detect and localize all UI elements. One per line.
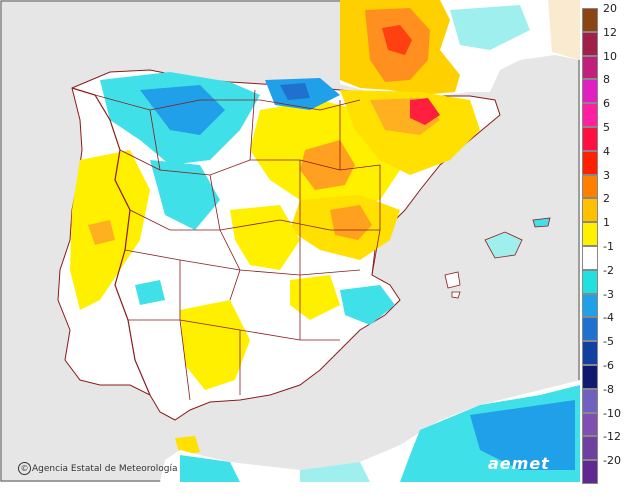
legend-label: 1 xyxy=(603,216,610,230)
legend-label: 5 xyxy=(603,121,610,134)
legend-swatch xyxy=(582,317,598,342)
legend-label: 20 xyxy=(603,2,617,15)
legend-swatch xyxy=(582,198,598,223)
warm-area-south-center xyxy=(290,275,340,320)
copyright-icon: © xyxy=(18,462,31,475)
formentera-island xyxy=(451,291,461,299)
legend-label: -4 xyxy=(603,311,614,325)
legend-label: 10 xyxy=(603,49,617,63)
red-spot-pyrenees xyxy=(410,98,440,125)
legend-label: 3 xyxy=(603,168,610,182)
legend-label: 8 xyxy=(603,73,610,87)
legend-label: -20 xyxy=(603,454,621,468)
cool-area-basque-dark xyxy=(280,83,310,100)
legend-swatch xyxy=(582,8,598,32)
mallorca-island xyxy=(484,231,523,259)
france-red-spot xyxy=(382,25,412,55)
africa-cool-area-central xyxy=(300,462,370,482)
legend-swatch xyxy=(582,460,598,484)
legend-label: -6 xyxy=(603,359,614,372)
legend: 20 12 10 8 6 5 4 3 2 1 -1 -2 -3 -4 -5 -6 -8 -10 -12 -20 xyxy=(582,3,630,486)
legend-label: -2 xyxy=(603,263,614,277)
orange-area-ebro xyxy=(300,140,355,190)
legend-swatch xyxy=(582,341,598,365)
africa-cool-area-west xyxy=(180,455,240,482)
legend-label: -10 xyxy=(603,406,621,420)
legend-label: -12 xyxy=(603,430,621,444)
africa-cool-area-dark xyxy=(470,400,575,470)
legend-label: -5 xyxy=(603,335,614,349)
warm-area-southwest xyxy=(180,300,250,390)
legend-swatch xyxy=(582,31,598,56)
legend-label: 2 xyxy=(603,192,610,206)
legend-swatch xyxy=(582,293,598,318)
cool-area-south xyxy=(340,285,395,325)
legend-swatch xyxy=(582,79,598,104)
warm-area-center xyxy=(230,205,300,270)
legend-swatch xyxy=(582,150,598,175)
cool-area-cantabria-dark xyxy=(140,85,225,135)
legend-label: -1 xyxy=(603,240,614,253)
menorca-island xyxy=(532,217,551,228)
legend-swatch xyxy=(582,388,598,413)
cool-area-southwest xyxy=(135,280,165,305)
legend-swatch xyxy=(582,269,598,294)
legend-swatch xyxy=(582,436,598,461)
region-borders xyxy=(94,89,381,401)
legend-swatch xyxy=(582,103,598,127)
legend-swatch xyxy=(582,174,598,199)
france-cyan-area xyxy=(450,5,530,50)
orange-area-galicia xyxy=(88,220,115,245)
ibiza-island xyxy=(444,271,461,289)
legend-label: -8 xyxy=(603,382,614,396)
legend-swatch xyxy=(582,412,598,437)
credit-text: Agencia Estatal de Meteorología xyxy=(32,464,178,474)
legend-swatch xyxy=(582,365,598,389)
legend-swatch xyxy=(582,127,598,151)
temperature-anomaly-map xyxy=(0,0,580,482)
legend-label: 4 xyxy=(603,144,610,158)
orange-area-teruel xyxy=(330,205,372,240)
legend-label: 6 xyxy=(603,97,610,111)
legend-label: 12 xyxy=(603,25,617,39)
france-light-area xyxy=(548,0,580,60)
legend-swatch xyxy=(582,246,598,270)
cool-area-inland xyxy=(150,160,220,230)
aemet-logo: aemet xyxy=(488,454,550,473)
legend-swatch xyxy=(582,222,598,246)
legend-label: -3 xyxy=(603,287,614,301)
legend-swatch xyxy=(582,55,598,80)
